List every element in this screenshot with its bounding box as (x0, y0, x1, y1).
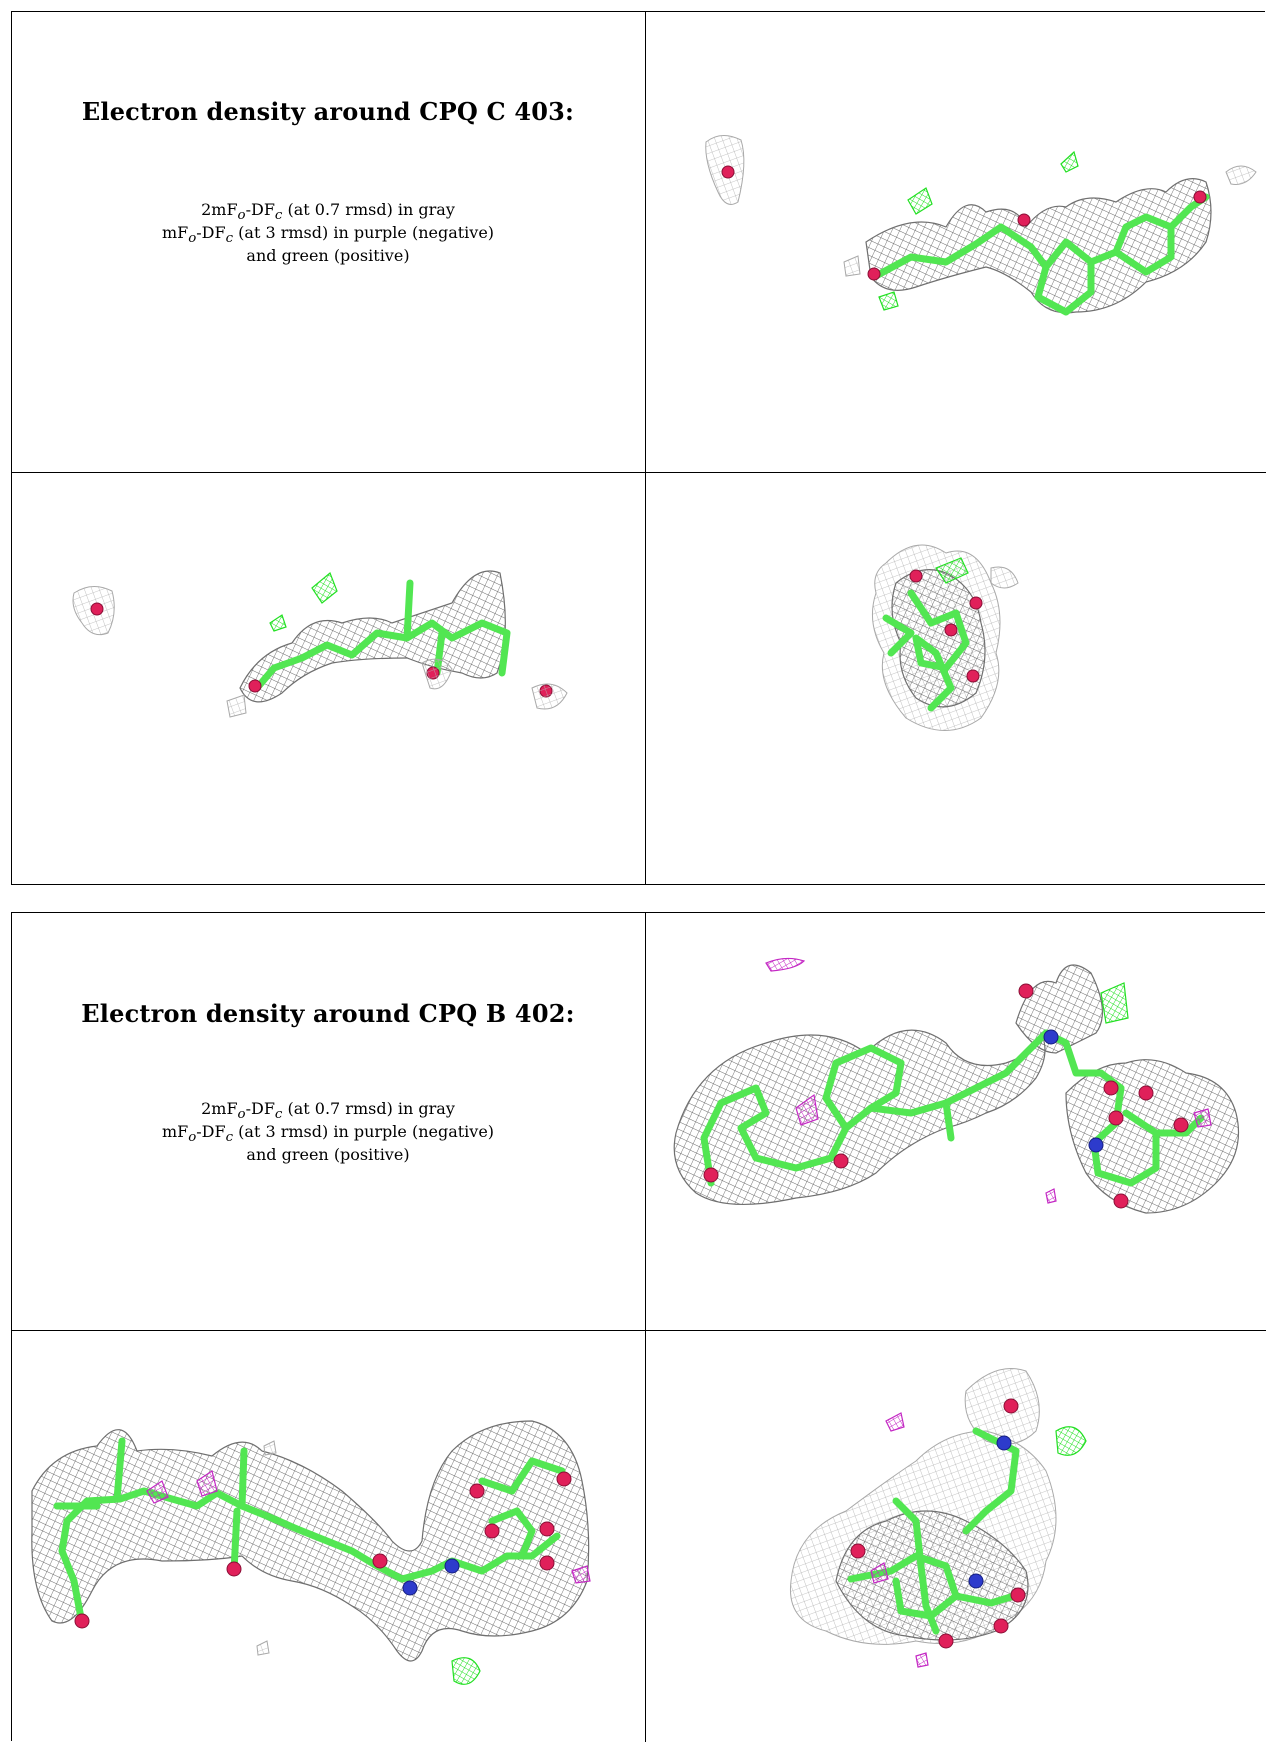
legend-cpq-c-403: 2mFo-DFc (at 0.7 rmsd) in gray mFo-DFc (… (12, 200, 644, 265)
section-title: Electron density around CPQ C 403: (81, 97, 575, 126)
legend-line-colors: and green (positive) (246, 1145, 410, 1165)
legend-cpq-b-402: 2mFo-DFc (at 0.7 rmsd) in gray mFo-DFc (… (12, 1099, 644, 1164)
density-image-side-view (12, 473, 645, 885)
density-image-top-view (646, 12, 1266, 472)
legend-line-fofc: mFo-DFc (at 3 rmsd) in purple (negative) (161, 223, 495, 247)
caption-cpq-c-403: Electron density around CPQ C 403: (12, 97, 644, 126)
legend-line-2fofc: 2mFo-DFc (at 0.7 rmsd) in gray (201, 1099, 455, 1123)
row-divider (12, 1330, 1266, 1331)
density-image-top-view (646, 913, 1266, 1330)
legend-line-colors: and green (positive) (246, 246, 410, 266)
section-title: Electron density around CPQ B 402: (81, 999, 575, 1028)
column-divider (645, 12, 646, 885)
density-panel-cpq-b-402: Electron density around CPQ B 402: 2mFo-… (11, 912, 1266, 1742)
density-panel-cpq-c-403: Electron density around CPQ C 403: 2mFo-… (11, 11, 1266, 885)
row-divider (12, 472, 1266, 473)
density-image-end-view (646, 1331, 1266, 1742)
legend-line-2fofc: 2mFo-DFc (at 0.7 rmsd) in gray (201, 200, 455, 224)
density-image-end-view (646, 473, 1266, 885)
density-image-side-view (12, 1331, 645, 1742)
legend-line-fofc: mFo-DFc (at 3 rmsd) in purple (negative) (161, 1122, 495, 1146)
caption-cpq-b-402: Electron density around CPQ B 402: (12, 999, 644, 1028)
column-divider (645, 913, 646, 1742)
